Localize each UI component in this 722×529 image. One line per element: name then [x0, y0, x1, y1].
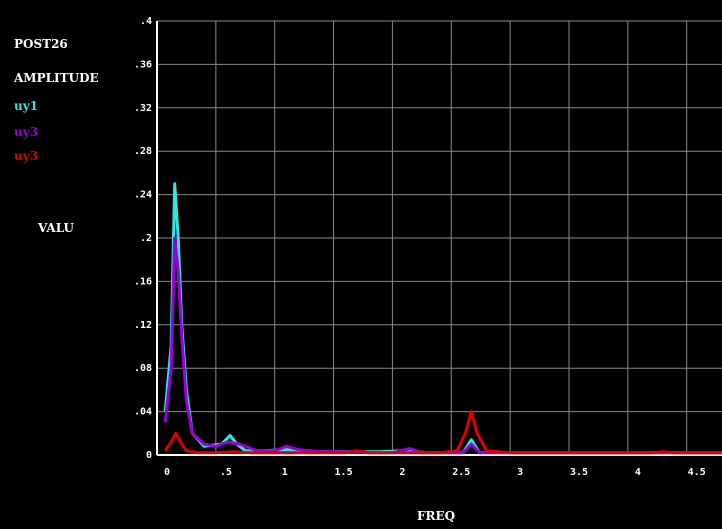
y-tick-label: .28	[134, 146, 152, 157]
quantity-label: AMPLITUDE	[13, 71, 99, 85]
x-tick-label: 3.5	[570, 467, 588, 478]
x-tick-label: 0	[164, 467, 170, 478]
y-tick-label: .16	[134, 276, 152, 287]
series-lines	[163, 182, 722, 455]
y-tick-label: .4	[140, 16, 152, 27]
legend-entry-uy3-red: uy3	[14, 149, 38, 163]
x-tick-label: 2.5	[452, 467, 470, 478]
y-tick-label: 0	[146, 450, 152, 461]
x-axis-label: FREQ	[417, 509, 455, 523]
series-line-uy1-0	[163, 182, 722, 455]
y-tick-label: .36	[134, 59, 152, 70]
x-tick-label: 4	[635, 467, 641, 478]
legend-entry-uy1: uy1	[14, 99, 38, 113]
grid	[157, 20, 722, 455]
axes	[156, 21, 722, 456]
x-tick-label: .5	[220, 467, 232, 478]
x-tick-label: 3	[517, 467, 523, 478]
y-tick-label: .08	[134, 363, 152, 374]
y-tick-label: .04	[134, 407, 152, 418]
tick-labels: 0 .5 1 1.5 2 2.5 3 3.5 4 4.5 0 .04 .08 .12 .16 .2 .24 .28…	[134, 16, 706, 478]
series-line-uy3-2	[163, 410, 722, 455]
y-tick-label: .12	[134, 320, 152, 331]
y-tick-label: .32	[134, 103, 152, 114]
series-line-uy3-1	[163, 236, 722, 455]
y-tick-label: .2	[140, 233, 152, 244]
y-axis-label: VALU	[37, 221, 74, 235]
x-tick-label: 4.5	[688, 467, 706, 478]
y-tick-label: .24	[134, 190, 152, 201]
legend-entry-uy3-purple: uy3	[14, 125, 38, 139]
x-tick-label: 2	[399, 467, 405, 478]
x-tick-label: 1.5	[335, 467, 353, 478]
program-label: POST26	[14, 37, 68, 51]
x-tick-label: 1	[282, 467, 288, 478]
